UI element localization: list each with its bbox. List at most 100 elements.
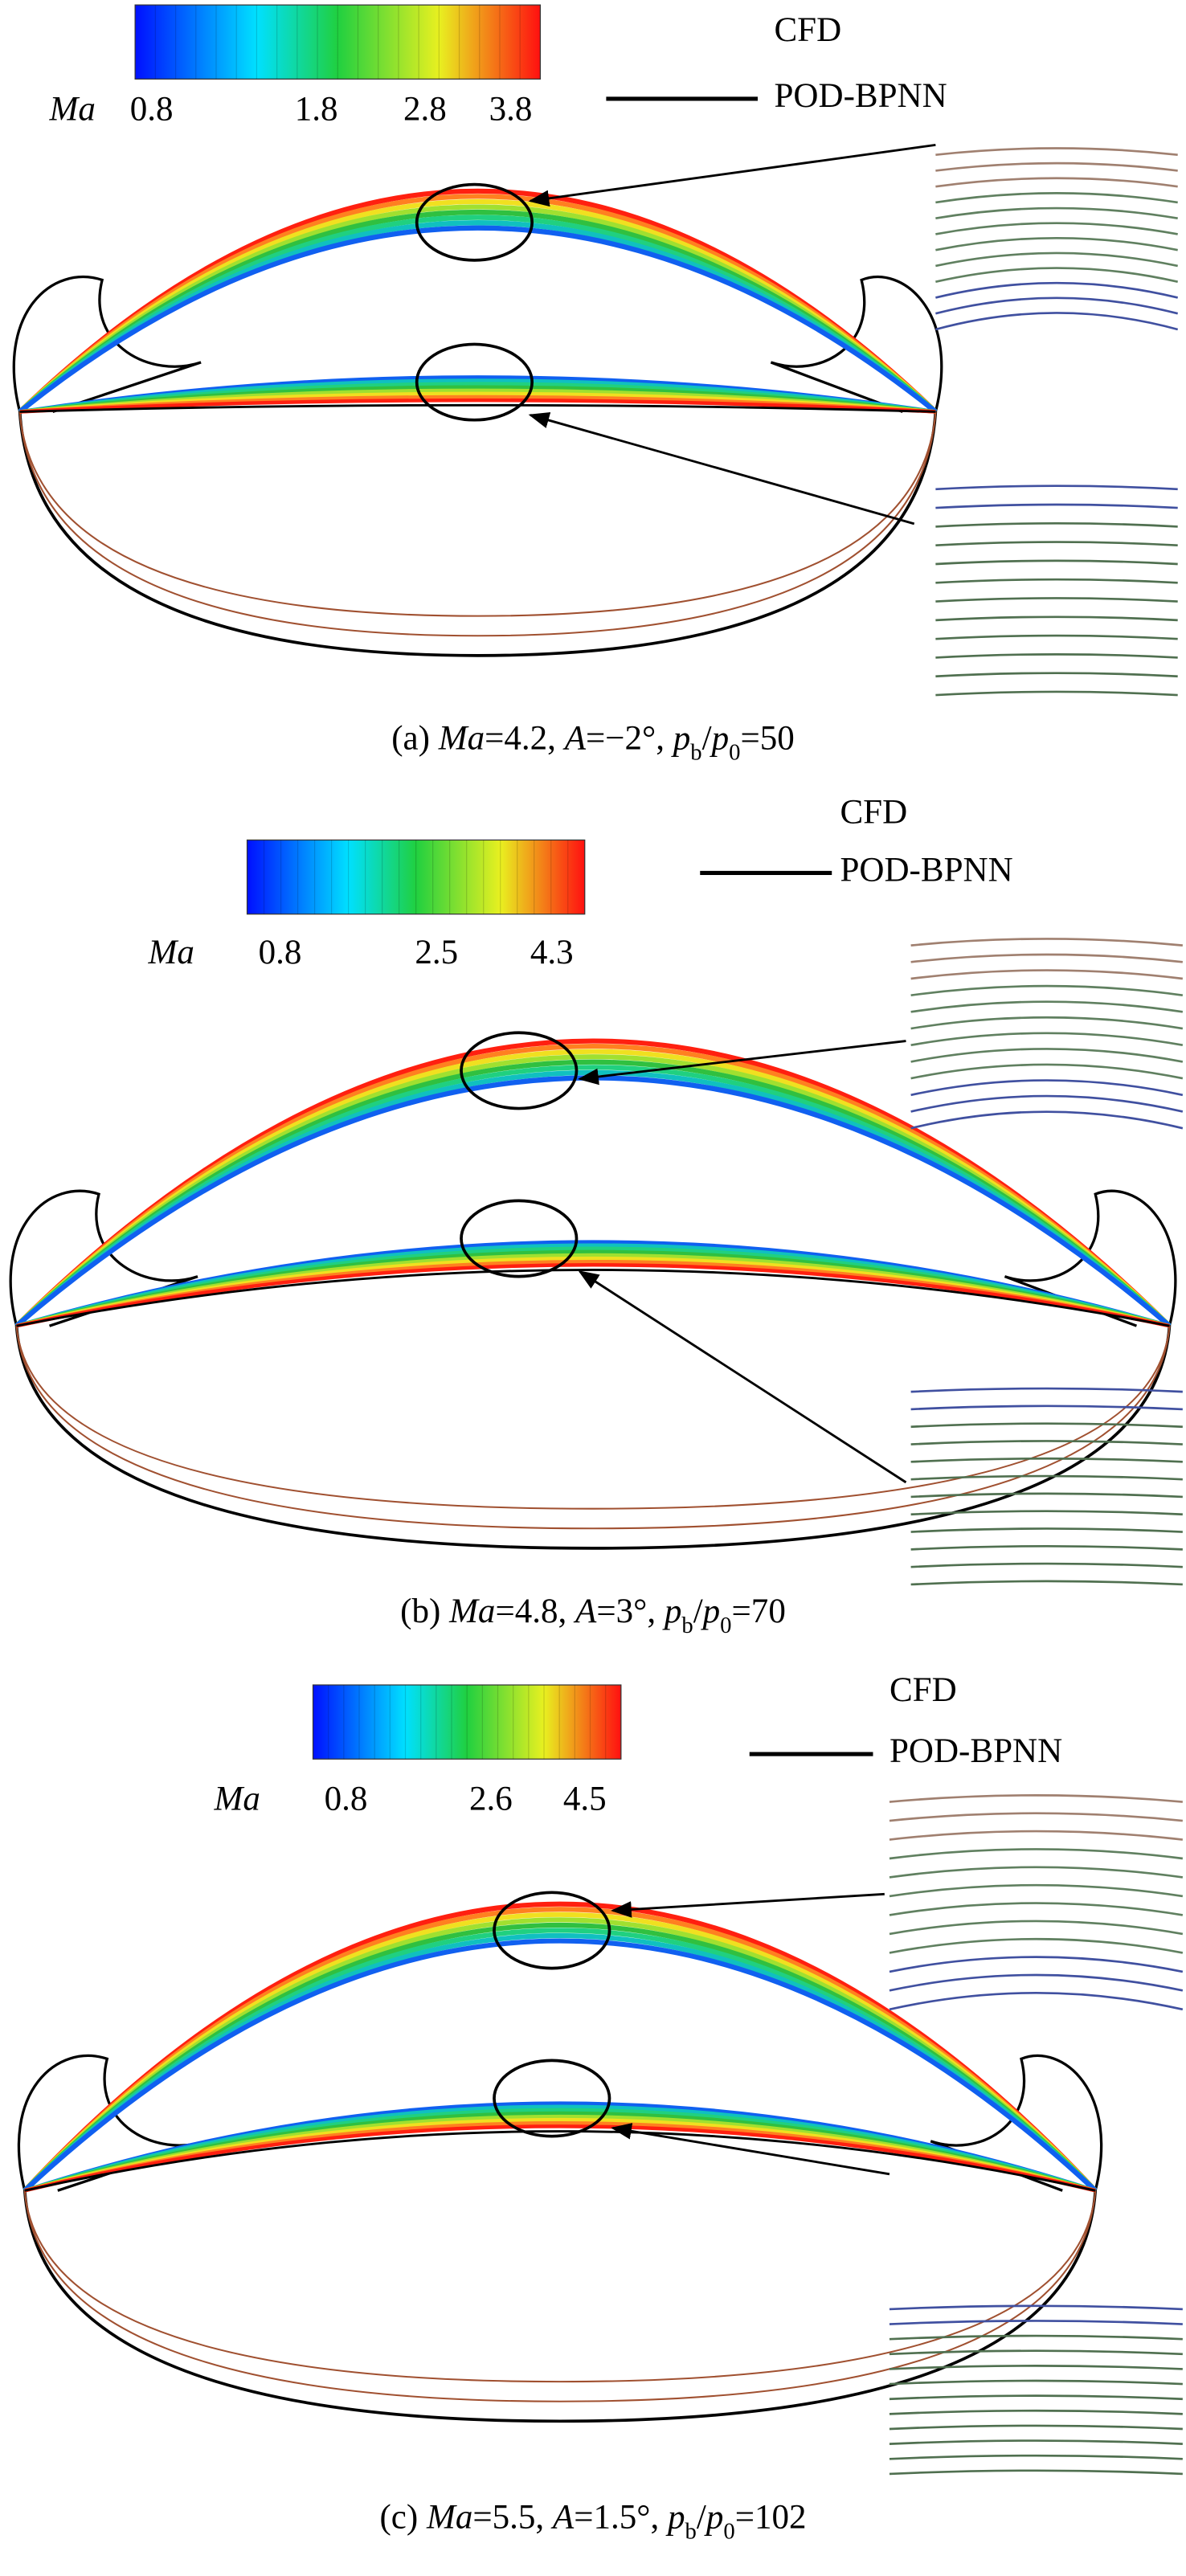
caption-part: 0 (720, 1612, 731, 1638)
caption-part: / (697, 2498, 706, 2536)
caption-part: p (671, 719, 691, 757)
inset-contour (889, 2334, 1183, 2341)
contour-band (24, 2124, 1096, 2193)
inset-contour (935, 251, 1178, 268)
legend-label: POD-BPNN (890, 1732, 1062, 1770)
colorbar-tick-label: 3.8 (489, 90, 533, 128)
caption-part: A (562, 719, 587, 757)
inset-contour (889, 1866, 1184, 1879)
caption-part: Ma (426, 2498, 472, 2536)
inset-contour (935, 177, 1178, 188)
caption-part: A (573, 1593, 597, 1630)
shock-outline (17, 2054, 207, 2192)
lower-shock (18, 411, 937, 617)
lower-shock (14, 1326, 1172, 1550)
contour-band (19, 398, 936, 414)
caption-part: =50 (740, 719, 794, 757)
plate (19, 403, 936, 413)
inset-contour (910, 1405, 1183, 1411)
lower-shock (15, 1326, 1171, 1510)
colorbar-tick-label: 0.8 (325, 1780, 368, 1818)
caption-part: =70 (732, 1593, 786, 1630)
highlight-ellipse (415, 182, 534, 262)
inset-contour (889, 2349, 1183, 2356)
inset-contour (935, 206, 1178, 220)
caption-part: p (710, 719, 730, 757)
caption-part: p (704, 2498, 724, 2536)
caption-part: =4.2, (485, 719, 565, 757)
inset-contour (889, 1920, 1184, 1936)
inset-contour (910, 1527, 1183, 1533)
inset-contour (910, 1422, 1183, 1429)
inset-contour (935, 634, 1178, 640)
legend-label: POD-BPNN (840, 851, 1012, 889)
inset-contour (889, 2439, 1183, 2445)
colorbar-label: Ma (148, 934, 194, 971)
inset-contour (910, 1562, 1183, 1568)
inset-contour (889, 1902, 1184, 1916)
highlight-ellipse (460, 1031, 579, 1110)
inset-contour (935, 236, 1178, 251)
inset-contour (910, 1000, 1184, 1013)
caption-part: p (701, 1593, 721, 1630)
inset-contour (935, 222, 1178, 235)
shock-outline (1004, 1189, 1177, 1327)
legend-label: POD-BPNN (774, 77, 947, 115)
inset-contour (910, 1492, 1183, 1499)
contour-band (18, 225, 938, 414)
inset-contour (910, 969, 1184, 980)
inset-contour (889, 2469, 1183, 2476)
inset-contour (910, 1079, 1184, 1097)
colorbar-tick-label: 2.5 (415, 934, 458, 971)
arrow (528, 411, 915, 525)
arrow (578, 1270, 907, 1484)
caption-part: Ma (448, 1593, 495, 1630)
caption-part: A (550, 2498, 575, 2536)
inset-contour (910, 1510, 1183, 1516)
shock-outline (930, 2054, 1103, 2192)
inset-contour (935, 615, 1178, 622)
inset-contour (889, 1830, 1184, 1841)
caption-part: / (693, 1593, 703, 1630)
inset-contour (910, 1474, 1183, 1481)
inset-contour (889, 2320, 1183, 2325)
inset-contour (935, 672, 1178, 678)
lower-shock (23, 2190, 1097, 2383)
inset-contour (910, 938, 1183, 947)
inset-contour (910, 1387, 1183, 1393)
inset-contour (935, 312, 1179, 331)
inset-contour (910, 1457, 1183, 1463)
caption-part: =102 (735, 2498, 807, 2536)
inset-contour (935, 503, 1178, 509)
highlight-ellipse (493, 1891, 611, 1970)
contour-band (16, 1263, 1170, 1328)
colorbar-tick-label: 4.5 (563, 1780, 607, 1818)
inset-contour (910, 1580, 1183, 1586)
panel: Ma 0.8 2.5 4.3 CFD POD-BPNN (b) Ma=4.8, A=3°, … (9, 794, 1184, 1638)
arrow (611, 1892, 885, 1918)
caption-part: =5.5, (472, 2498, 553, 2536)
inset-contour (935, 541, 1178, 547)
inset-contour (889, 1812, 1183, 1822)
inset-contour (935, 192, 1178, 204)
lower-shock (15, 1326, 1171, 1530)
inset-contour (910, 953, 1184, 963)
caption-part: (b) (400, 1593, 449, 1630)
caption-part: p (662, 1593, 682, 1630)
lower-shock (18, 411, 937, 637)
inset-contour (935, 296, 1179, 315)
inset-contour (910, 984, 1184, 997)
inset-contour (910, 1032, 1184, 1047)
colorbar (134, 4, 542, 80)
highlight-ellipse (493, 2059, 611, 2138)
caption-part: b (681, 1612, 693, 1638)
caption: (a) Ma=4.2, A=−2°, pb/p0=50 (391, 719, 795, 765)
arrow (528, 143, 936, 207)
colorbar-tick-label: 4.3 (530, 934, 574, 971)
lower-shock (22, 2190, 1098, 2423)
colorbar-tick-label: 2.8 (403, 90, 447, 128)
inset-contour (889, 2409, 1183, 2415)
